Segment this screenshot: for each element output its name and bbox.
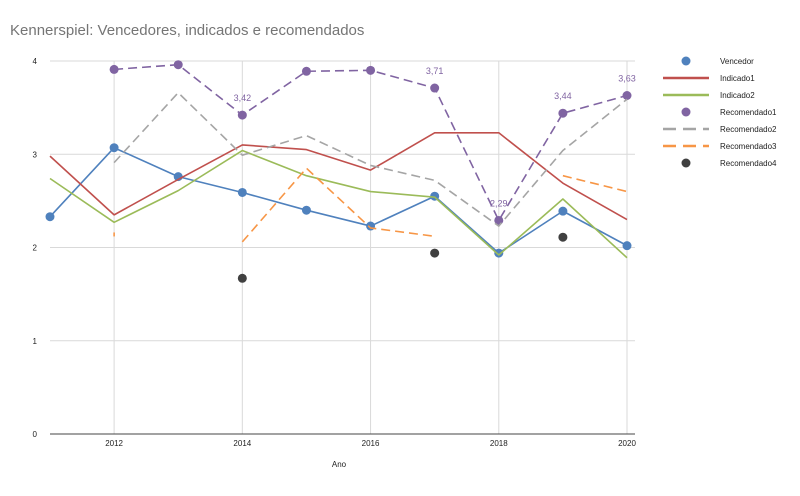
point-vencedor-2012 bbox=[109, 143, 119, 153]
y-tick-label-1: 1 bbox=[33, 337, 38, 346]
legend-item-vencedor[interactable]: Vencedor bbox=[681, 56, 755, 67]
point-vencedor-2016 bbox=[366, 221, 376, 231]
y-tick-label-4: 4 bbox=[33, 57, 38, 66]
legend-marker-recomendado1 bbox=[681, 107, 691, 117]
series-line-recomendado3-1 bbox=[241, 167, 435, 243]
data-label-recomendado1-2020: 3,63 bbox=[618, 74, 636, 84]
point-vencedor-2014 bbox=[237, 187, 247, 197]
legend-item-recomendado3[interactable]: Recomendado3 bbox=[663, 142, 777, 151]
x-tick-label-2020: 2020 bbox=[618, 439, 636, 448]
point-recomendado4-2017 bbox=[430, 248, 440, 258]
series-recomendado3 bbox=[113, 167, 628, 243]
point-recomendado1-2017 bbox=[430, 83, 440, 93]
series-recomendado4 bbox=[237, 232, 568, 283]
point-recomendado4-2014 bbox=[237, 273, 247, 283]
grid bbox=[50, 60, 635, 434]
legend-label-indicado2: Indicado2 bbox=[720, 91, 755, 100]
series-line-vencedor-0 bbox=[49, 146, 628, 254]
data-labels: 3,42 3,71 2,29 3,44 3,63 bbox=[234, 66, 636, 208]
point-recomendado1-2016 bbox=[366, 65, 376, 75]
series-line-indicado2-0 bbox=[49, 149, 628, 259]
series-recomendado1 bbox=[109, 60, 632, 225]
axes: 0 1 2 3 4 2012 2014 2016 2018 2020 Ano bbox=[33, 57, 637, 469]
point-recomendado1-2012 bbox=[109, 64, 119, 74]
legend-item-indicado2[interactable]: Indicado2 bbox=[663, 91, 755, 100]
y-tick-label-0: 0 bbox=[33, 430, 38, 439]
point-vencedor-2020 bbox=[622, 241, 632, 251]
legend-label-recomendado4: Recomendado4 bbox=[720, 159, 777, 168]
series-indicado1 bbox=[49, 132, 628, 221]
y-tick-label-2: 2 bbox=[33, 244, 38, 253]
point-vencedor-2018 bbox=[494, 248, 504, 258]
x-tick-label-2018: 2018 bbox=[490, 439, 508, 448]
legend-marker-recomendado4 bbox=[681, 158, 691, 168]
legend-label-indicado1: Indicado1 bbox=[720, 74, 755, 83]
point-recomendado4-2019 bbox=[558, 232, 568, 242]
point-vencedor-2011 bbox=[45, 212, 55, 222]
x-axis-title: Ano bbox=[332, 460, 347, 469]
legend[interactable]: Vencedor Indicado1 Indicado2 Recomendado1 Re… bbox=[663, 56, 778, 169]
legend-item-recomendado1[interactable]: Recomendado1 bbox=[681, 107, 778, 118]
data-label-recomendado1-2014: 3,42 bbox=[234, 93, 252, 103]
x-tick-label-2012: 2012 bbox=[105, 439, 123, 448]
point-recomendado1-2019 bbox=[558, 108, 568, 118]
series-line-indicado1-0 bbox=[49, 132, 628, 221]
x-tick-label-2014: 2014 bbox=[233, 439, 251, 448]
legend-label-vencedor: Vencedor bbox=[720, 57, 754, 66]
data-label-recomendado1-2018: 2,29 bbox=[490, 198, 508, 208]
data-label-recomendado1-2017: 3,71 bbox=[426, 66, 444, 76]
legend-label-recomendado1: Recomendado1 bbox=[720, 108, 777, 117]
legend-item-recomendado4[interactable]: Recomendado4 bbox=[681, 158, 778, 169]
x-tick-label-2016: 2016 bbox=[362, 439, 380, 448]
point-vencedor-2019 bbox=[558, 206, 568, 216]
data-label-recomendado1-2019: 3,44 bbox=[554, 91, 572, 101]
series-indicado2 bbox=[49, 149, 628, 259]
series-recomendado2 bbox=[113, 91, 628, 227]
series-line-recomendado2-0 bbox=[113, 91, 628, 227]
legend-item-recomendado2[interactable]: Recomendado2 bbox=[663, 125, 777, 134]
y-tick-label-3: 3 bbox=[33, 150, 38, 159]
chart-title: Kennerspiel: Vencedores, indicados e rec… bbox=[10, 22, 365, 39]
point-recomendado1-2014 bbox=[237, 110, 247, 120]
series-line-recomendado3-2 bbox=[562, 174, 628, 193]
legend-item-indicado1[interactable]: Indicado1 bbox=[663, 74, 755, 83]
point-recomendado1-2013 bbox=[173, 60, 183, 70]
legend-label-recomendado3: Recomendado3 bbox=[720, 142, 777, 151]
point-recomendado1-2020 bbox=[622, 91, 632, 101]
point-vencedor-2015 bbox=[301, 205, 311, 215]
series-layer bbox=[45, 60, 632, 283]
legend-label-recomendado2: Recomendado2 bbox=[720, 125, 777, 134]
point-recomendado1-2015 bbox=[301, 66, 311, 76]
legend-marker-vencedor bbox=[681, 56, 691, 66]
